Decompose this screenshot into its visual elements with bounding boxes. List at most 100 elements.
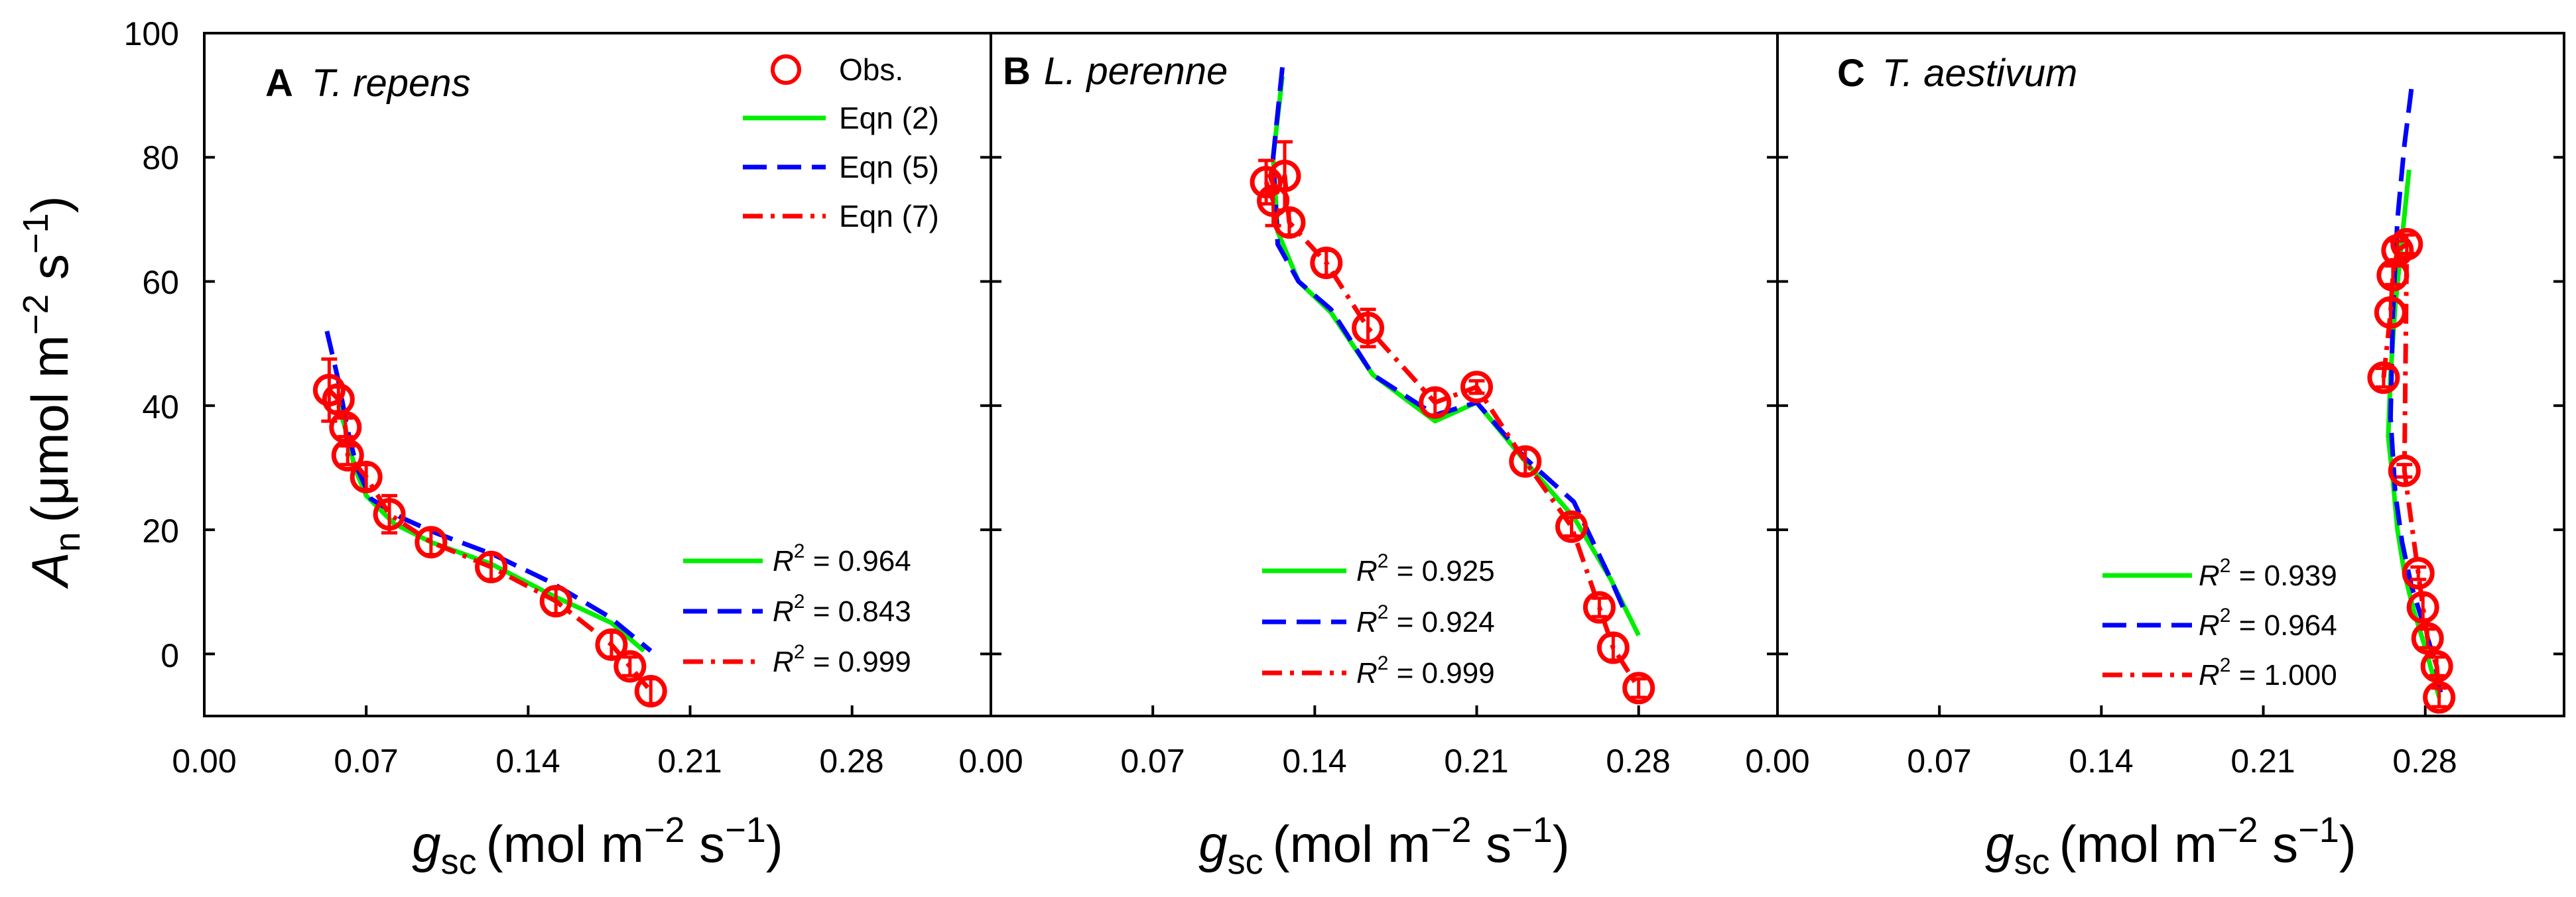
- r2-sup: 2: [794, 591, 805, 613]
- r2-symbol: R: [1356, 657, 1378, 689]
- r2-value: = 1.000: [2230, 659, 2337, 691]
- r2-value: = 0.924: [1388, 606, 1494, 638]
- x-axis-subscript: sc: [1228, 842, 1263, 882]
- r2-symbol: R: [1356, 606, 1378, 638]
- x-tick-label: 0.00: [1745, 743, 1809, 780]
- r2-sup: 2: [1378, 550, 1389, 572]
- x-axis-title-c: gsc (mol m−2 s−1): [1985, 810, 2356, 882]
- r2-symbol: R: [773, 545, 794, 577]
- x-axis-unit-post: ): [1553, 815, 1570, 873]
- y-axis-unit-pre: (μmol m: [21, 335, 79, 522]
- x-axis-unit-post: ): [2339, 815, 2356, 873]
- eqn7-curve: [327, 388, 653, 693]
- y-axis-unit-post: ): [21, 196, 79, 213]
- obs-point: [1250, 166, 1283, 199]
- x-tick-labels-b: 0.00 0.07 0.14 0.21 0.28: [958, 743, 1670, 780]
- legend-eqn5-label: Eqn (5): [839, 150, 939, 184]
- panel-species: T. repens: [312, 62, 471, 105]
- panel-letter: A: [265, 62, 293, 105]
- r2-symbol: R: [773, 646, 794, 678]
- obs-point: [1509, 445, 1542, 478]
- obs-point: [350, 461, 383, 493]
- x-axis-unit-mid: s: [2258, 815, 2299, 873]
- obs-point: [1310, 246, 1343, 279]
- panel-title-a: A T. repens: [265, 62, 471, 105]
- plot-frame: [1776, 32, 2565, 717]
- panel-species: L. perenne: [1044, 50, 1228, 93]
- obs-point: [613, 650, 647, 683]
- y-axis-symbol: A: [21, 552, 79, 589]
- x-tick-label: 0.07: [1907, 743, 1971, 780]
- x-tick-label: 0.28: [819, 743, 883, 780]
- r2-symbol: R: [2199, 609, 2220, 642]
- x-axis-title-b: gsc (mol m−2 s−1): [1198, 810, 1570, 882]
- x-tick-label: 0.28: [2392, 743, 2457, 780]
- obs-point: [1622, 672, 1655, 705]
- obs-point: [2411, 622, 2444, 655]
- y-axis-unit-mid: s: [21, 254, 79, 294]
- legend-obs-marker: [771, 54, 801, 85]
- obs-point: [2406, 591, 2439, 624]
- x-axis-unit-post: ): [766, 815, 783, 873]
- r2-label: R2 = 0.964: [773, 540, 911, 577]
- r2-value: = 0.939: [2230, 560, 2337, 592]
- obs-point: [1460, 371, 1494, 404]
- r2-value: = 0.964: [805, 545, 911, 577]
- y-tick-label: 100: [124, 15, 179, 52]
- x-axis-unit-sup1: −2: [1431, 810, 1472, 850]
- panel-title-b: B L. perenne: [1003, 50, 1228, 93]
- obs-point: [1596, 631, 1630, 664]
- obs-point: [415, 526, 448, 559]
- x-axis-unit-sup2: −1: [1512, 810, 1553, 850]
- r2-symbol: R: [773, 595, 794, 628]
- r2-sup: 2: [794, 540, 805, 562]
- eqn5-curve: [2388, 88, 2444, 698]
- r2-sup: 2: [2220, 605, 2231, 627]
- y-axis-title: An (μmol m−2 s−1): [16, 196, 88, 589]
- y-tick-label: 80: [142, 139, 179, 176]
- obs-point: [2388, 454, 2421, 487]
- r2-sup: 2: [2220, 654, 2231, 676]
- legend-obs-label: Obs.: [839, 52, 903, 87]
- x-tick-label: 0.07: [1120, 743, 1185, 780]
- x-tick-label: 0.21: [2230, 743, 2295, 780]
- r2-value: = 0.999: [1388, 657, 1494, 689]
- x-tick-label: 0.14: [2069, 743, 2133, 780]
- x-axis-unit-sup1: −2: [2217, 810, 2258, 850]
- x-axis-title-a: gsc (mol m−2 s−1): [412, 810, 783, 882]
- r2-value: = 0.964: [2230, 609, 2337, 642]
- x-tick-label: 0.00: [958, 743, 1023, 780]
- r2-sup: 2: [1378, 601, 1389, 623]
- obs-point: [2374, 296, 2407, 329]
- x-tick-label: 0.21: [1444, 743, 1508, 780]
- y-tick-label: 20: [142, 512, 179, 550]
- x-tick-label: 0.28: [1606, 743, 1670, 780]
- panel-letter: C: [1837, 52, 1865, 95]
- x-axis-unit-mid: s: [1472, 815, 1512, 873]
- r2-value: = 0.999: [805, 646, 911, 678]
- x-axis-unit-pre: (mol m: [486, 815, 644, 873]
- obs-point: [1555, 510, 1588, 543]
- r2-legend-a: R2 = 0.964 R2 = 0.843 R2 = 0.999: [683, 540, 911, 678]
- obs-point: [1352, 312, 1385, 345]
- x-axis-unit-pre: (mol m: [1273, 815, 1431, 873]
- obs-point: [2423, 681, 2456, 714]
- r2-sup: 2: [2220, 555, 2231, 577]
- r2-label: R2 = 0.843: [773, 591, 911, 628]
- r2-label: R2 = 0.939: [2199, 555, 2337, 592]
- eqn5-curve: [324, 330, 653, 653]
- x-tick-label: 0.21: [657, 743, 722, 780]
- panel-c: [1776, 32, 2565, 717]
- r2-label: R2 = 0.924: [1356, 601, 1495, 638]
- obs-point: [1273, 206, 1306, 239]
- obs-point: [373, 498, 406, 531]
- obs-point: [475, 550, 508, 583]
- x-axis-symbol: g: [412, 815, 440, 873]
- r2-legend-c: R2 = 0.939 R2 = 0.964 R2 = 1.000: [2102, 555, 2337, 691]
- y-axis-unit-sup1: −2: [16, 294, 56, 335]
- obs-point: [634, 675, 667, 708]
- panel-letter: B: [1003, 50, 1031, 93]
- panel-species: T. aestivum: [1882, 52, 2077, 95]
- legend-eqn7-label: Eqn (7): [839, 199, 939, 233]
- obs-point: [1419, 386, 1452, 419]
